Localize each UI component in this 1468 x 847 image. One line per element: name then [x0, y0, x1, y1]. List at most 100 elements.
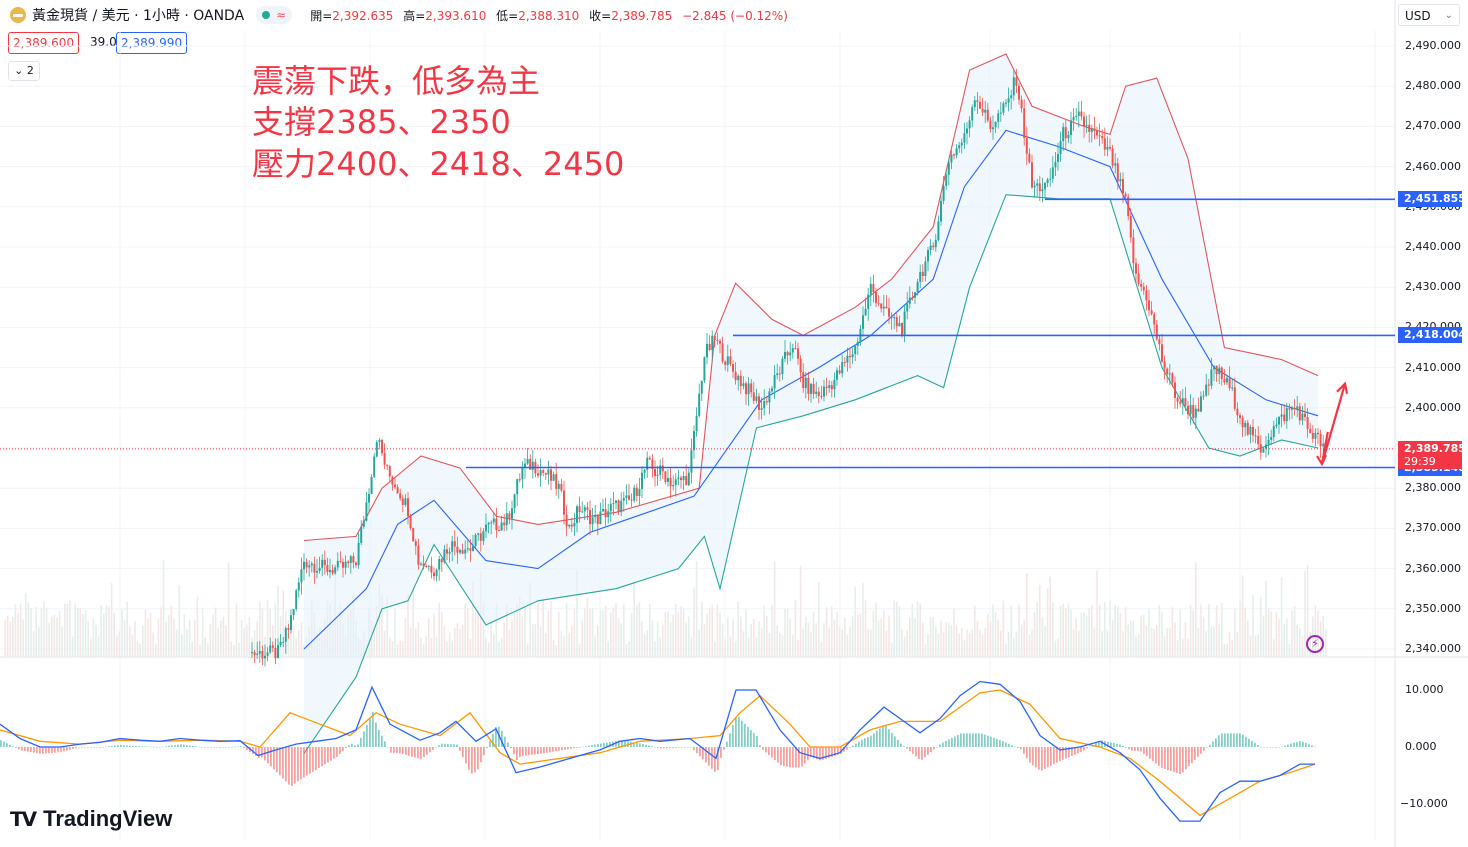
candle-body [971, 107, 974, 121]
candle-body [672, 484, 675, 487]
volume-bar [833, 619, 836, 657]
candle-body [849, 355, 851, 358]
volume-bar [194, 619, 196, 657]
volume-bar [498, 641, 500, 657]
volume-bar [945, 621, 947, 657]
macd-histogram-bar [327, 747, 329, 763]
last-price-value: 2,389.785 [1404, 441, 1466, 455]
tradingview-logo[interactable]: 𝗧𝗩 TradingView [10, 806, 172, 832]
volume-bar [1195, 562, 1197, 657]
candle-body [495, 518, 498, 531]
volume-bar [875, 602, 877, 657]
volume-bar [399, 641, 401, 657]
volume-bar [238, 642, 240, 657]
candle-body [700, 380, 703, 394]
macd-histogram-bar [822, 747, 824, 760]
macd-line [0, 680, 1315, 822]
macd-histogram-bar [480, 747, 482, 763]
candle-body [596, 515, 599, 525]
macd-histogram-bar [939, 744, 941, 747]
candle-body [1077, 111, 1080, 116]
candle-body [1283, 414, 1286, 422]
volume-bar [168, 614, 170, 657]
macd-histogram-bar [24, 747, 26, 752]
volume-bar [402, 641, 404, 657]
candle-body [739, 375, 742, 387]
candle-body [1220, 367, 1223, 380]
candle-body [1135, 263, 1137, 274]
candle-body [446, 549, 448, 554]
candle-body [851, 354, 854, 358]
volume-bar [1085, 615, 1088, 657]
candle-body [271, 645, 274, 648]
indicator-collapse-button[interactable]: ⌄ 2 [8, 61, 40, 81]
candle-body [807, 377, 810, 394]
candle-body [487, 522, 490, 525]
currency-select[interactable]: USD ⌄ [1398, 4, 1460, 26]
volume-bar [116, 635, 118, 657]
macd-histogram-bar [1065, 747, 1067, 759]
volume-bar [872, 611, 875, 657]
volume-bar [857, 614, 859, 657]
macd-histogram-bar [714, 747, 716, 772]
volume-bar [396, 644, 399, 657]
volume-bar [404, 618, 407, 657]
last-price-tag: 2,389.785 29:39 [1398, 440, 1466, 469]
macd-histogram-bar [300, 747, 302, 780]
volume-bar [558, 612, 560, 657]
market-status-pill[interactable]: ≈ [256, 6, 293, 24]
candle-body [1046, 179, 1049, 184]
candle-body [474, 534, 477, 547]
volume-bar [389, 637, 391, 657]
macd-histogram-bar [6, 743, 8, 747]
volume-bar [1122, 631, 1124, 657]
macd-signal-line [0, 689, 1316, 817]
macd-histogram-bar [1134, 747, 1136, 751]
candle-body [1122, 179, 1124, 194]
macd-histogram-bar [354, 745, 356, 747]
volume-bar [373, 626, 375, 657]
macd-histogram-bar [381, 735, 383, 747]
macd-histogram-bar [363, 731, 365, 747]
candle-body [565, 514, 568, 527]
candle-body [1051, 167, 1054, 179]
candle-body [1098, 135, 1101, 137]
volume-bar [903, 636, 906, 657]
volume-bar [222, 616, 225, 657]
volume-bar [633, 581, 635, 657]
volume-bar [100, 605, 102, 657]
macd-histogram-bar [1128, 747, 1130, 750]
volume-bar [1166, 627, 1168, 657]
candle-body [1111, 148, 1114, 166]
macd-histogram-bar [486, 747, 488, 749]
macd-histogram-bar [468, 747, 470, 770]
macd-histogram-bar [1287, 744, 1289, 747]
volume-bar [1249, 635, 1252, 657]
volume-bar [134, 621, 136, 657]
macd-histogram-bar [237, 746, 239, 748]
volume-bar [378, 583, 381, 657]
macd-histogram-bar [417, 747, 419, 759]
chart-header: 黃金現貨 / 美元 · 1小時 · OANDA ≈ 開=2,392.635 高=… [0, 0, 1395, 30]
macd-histogram-bar [1179, 747, 1181, 775]
volume-bar [220, 620, 222, 657]
symbol-title[interactable]: 黃金現貨 / 美元 · 1小時 · OANDA [32, 8, 245, 24]
macd-histogram-bar [717, 747, 719, 770]
candle-body [1129, 216, 1132, 238]
macd-histogram-bar [207, 747, 209, 748]
ohlc-high-value: 2,393.610 [425, 8, 487, 23]
macd-histogram-bar [1077, 747, 1079, 754]
macd-histogram-bar [948, 739, 950, 747]
lightning-icon[interactable]: ⚡ [1306, 635, 1324, 653]
candle-body [734, 371, 737, 381]
macd-histogram-bar [30, 747, 32, 753]
macd-histogram-bar [432, 747, 434, 750]
candle-body [641, 472, 643, 489]
volume-bar [594, 636, 596, 657]
candle-body [999, 112, 1002, 114]
macd-histogram-bar [450, 744, 452, 747]
macd-histogram-bar [411, 747, 413, 757]
macd-histogram-bar [762, 747, 764, 750]
macd-histogram-bar [1167, 747, 1169, 770]
